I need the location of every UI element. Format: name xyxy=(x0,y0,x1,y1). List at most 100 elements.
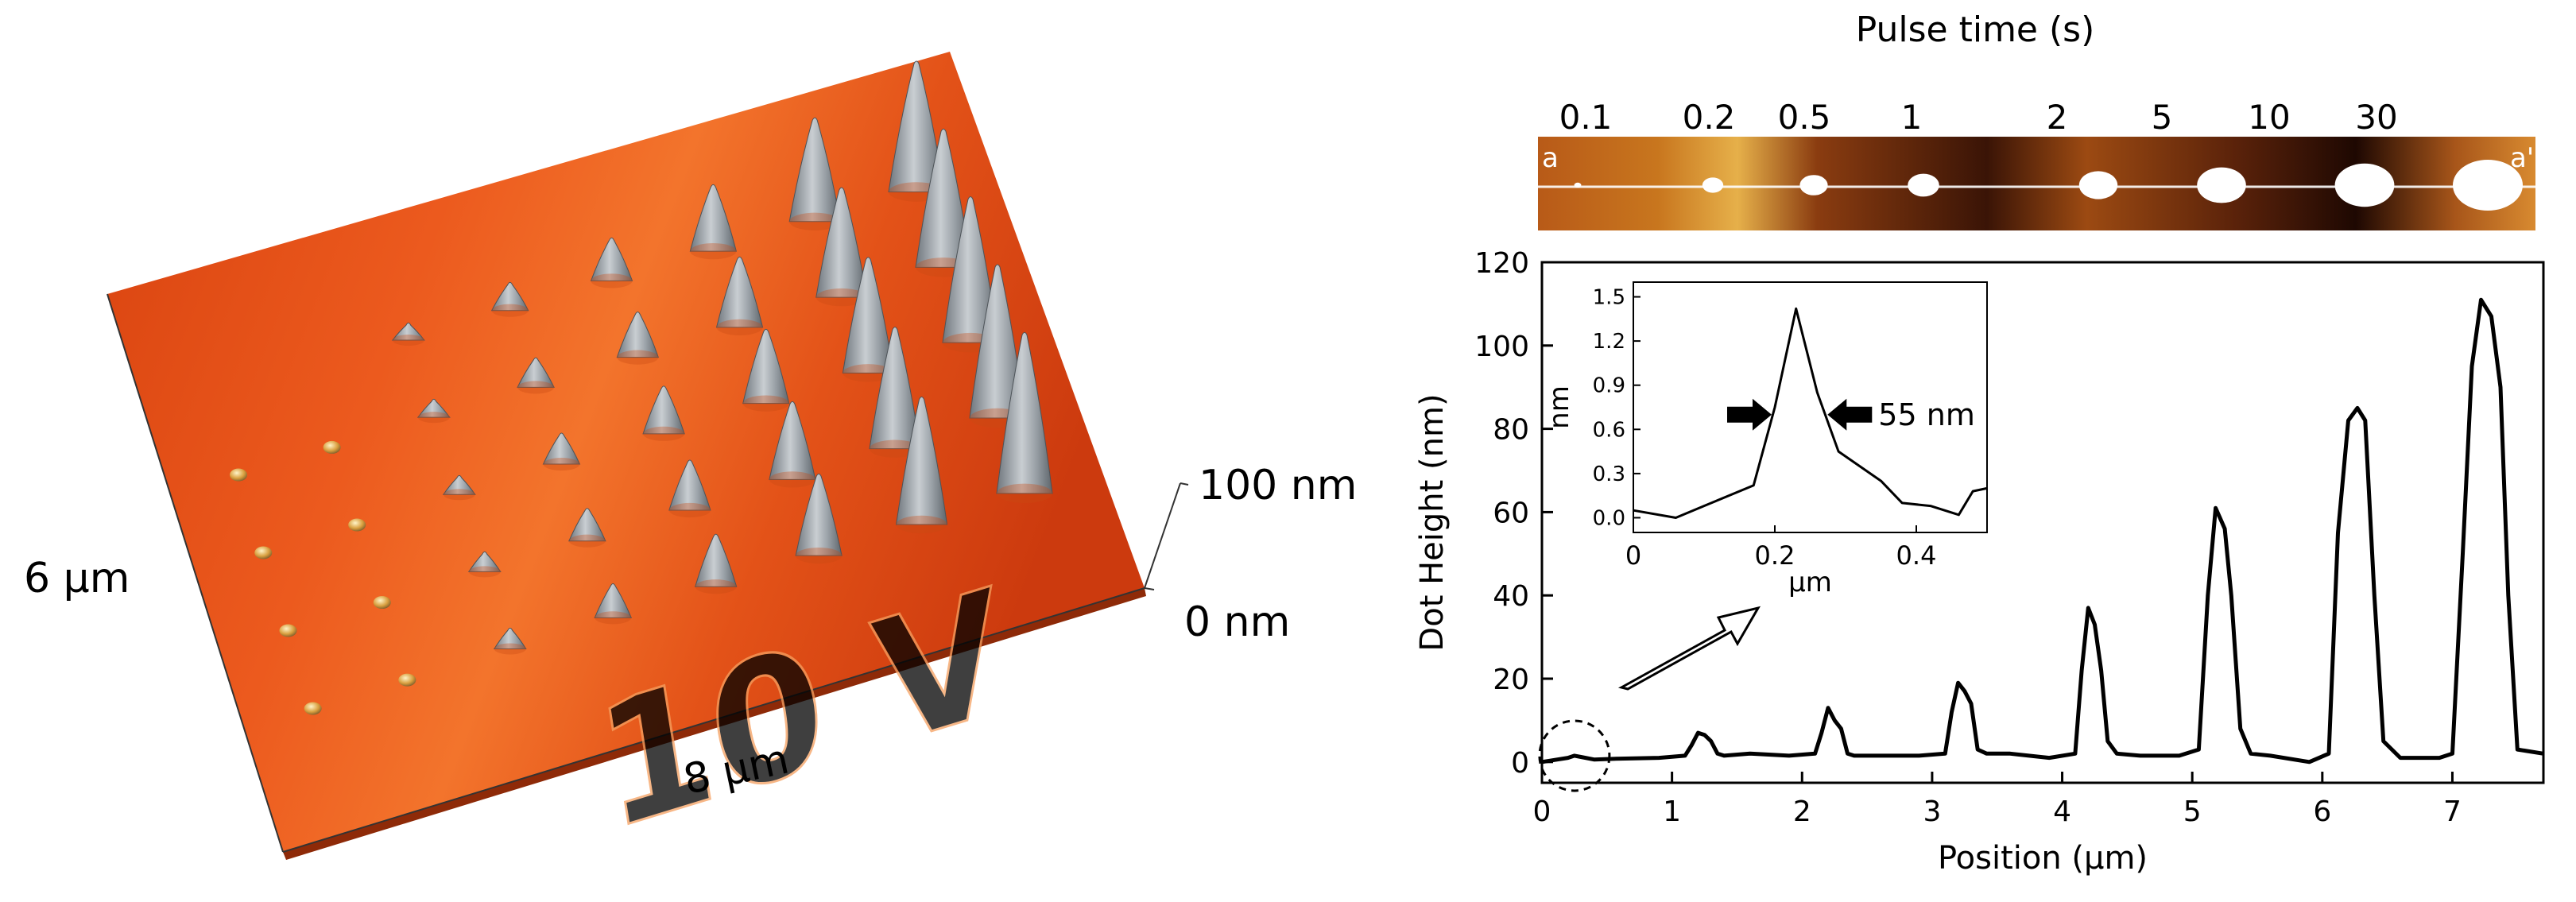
spike-shadow-2-4 xyxy=(494,643,526,655)
pulse-time-title: Pulse time (s) xyxy=(1856,10,2095,50)
strip-dot-6 xyxy=(2334,163,2395,207)
spike-shadow-6-1 xyxy=(815,288,867,307)
spike-3-2 xyxy=(542,432,581,465)
strip-dots xyxy=(1574,160,2523,211)
spike-shadow-4-3 xyxy=(668,502,711,518)
spike-shadow-6-2 xyxy=(843,364,894,382)
spike-3-0 xyxy=(490,281,529,312)
spike-shadow-5-0 xyxy=(690,242,737,260)
spike-shadow-2-0 xyxy=(392,335,424,346)
spike-5-4 xyxy=(795,473,843,556)
spike-shadow-6-4 xyxy=(896,515,947,534)
y-tick-label-5: 100 xyxy=(1474,331,1529,363)
edge-line-y xyxy=(107,293,284,853)
inset-y-tick-label-2: 0.6 xyxy=(1593,418,1625,442)
spike-shadow-4-2 xyxy=(643,426,685,441)
fwhm-annotation: 55 nm xyxy=(1878,397,1975,432)
spike-shadow-6-0 xyxy=(789,212,841,230)
x-tick-label-6: 6 xyxy=(2313,796,2331,828)
spike-2-1 xyxy=(416,398,451,418)
dot-bump-0-4 xyxy=(304,702,322,715)
pulse-time-label-5: 5 xyxy=(2152,98,2173,137)
spike-6-0 xyxy=(788,117,841,223)
y-tick-label-2: 40 xyxy=(1493,580,1529,613)
strip-dot-0 xyxy=(1574,182,1582,188)
spike-shadow-3-4 xyxy=(595,611,632,625)
spike-6-2 xyxy=(842,257,894,374)
spike-shadow-4-1 xyxy=(617,350,659,365)
zoom-arrow-icon xyxy=(1617,606,1761,691)
spike-shadow-4-4 xyxy=(695,579,737,594)
fwhm-arrow-right-icon xyxy=(1827,398,1873,431)
strip-dot-5 xyxy=(2197,167,2246,203)
dot-bump-1-3 xyxy=(373,596,391,610)
spike-4-2 xyxy=(642,385,685,435)
x-tick-label-1: 1 xyxy=(1663,796,1681,828)
inset-chart: 0 0.2 0.4 0.0 0.3 0.6 0.9 1.2 1.5 μm nm 55 nm xyxy=(1544,281,1988,598)
zoom-circle xyxy=(1538,719,1611,792)
spike-6-1 xyxy=(815,187,868,298)
strip-marker-a-prime: a' xyxy=(2510,142,2534,174)
y-tick-label-1: 20 xyxy=(1493,664,1529,696)
spike-shadow-5-2 xyxy=(742,395,789,412)
afm-z-top-label: 100 nm xyxy=(1199,462,1357,509)
spike-6-3 xyxy=(869,327,921,450)
spike-3-1 xyxy=(517,357,555,388)
spike-shadow-6-3 xyxy=(869,439,920,458)
afm-z-bottom-label: 0 nm xyxy=(1184,598,1290,646)
fwhm-arrows xyxy=(1727,398,1873,431)
spike-shadow-7-4 xyxy=(997,483,1053,504)
main-axis-ticks: 0 1 2 3 4 5 6 7 0 20 40 60 80 100 120 xyxy=(1474,247,2462,828)
strip-dot-1 xyxy=(1702,177,1724,193)
spike-5-2 xyxy=(742,328,790,405)
spike-shadow-2-1 xyxy=(417,412,450,424)
afm-y-size-label: 6 μm xyxy=(24,555,130,602)
surface-front-edge xyxy=(283,588,1146,860)
spike-2-3 xyxy=(467,551,502,572)
spike-shadow-5-4 xyxy=(796,547,843,564)
surface-top xyxy=(107,52,1145,852)
spike-shadow-2-3 xyxy=(468,566,501,578)
spike-shadow-3-0 xyxy=(491,304,529,317)
spike-4-0 xyxy=(590,237,633,281)
pulse-time-label-3: 1 xyxy=(1901,98,1923,137)
spike-5-1 xyxy=(715,256,764,328)
spike-shadow-5-3 xyxy=(769,471,815,488)
x-tick-label-5: 5 xyxy=(2183,796,2202,828)
x-tick-label-2: 2 xyxy=(1793,796,1811,828)
spike-2-2 xyxy=(442,474,476,495)
dot-bump-1-1 xyxy=(323,440,341,454)
spike-7-3 xyxy=(969,264,1026,419)
inset-axis-ticks: 0 0.2 0.4 0.0 0.3 0.6 0.9 1.2 1.5 xyxy=(1593,286,1937,571)
inset-y-tick-label-4: 1.2 xyxy=(1593,330,1625,354)
inset-x-tick-label-2: 0.4 xyxy=(1896,540,1937,571)
strip-dot-7 xyxy=(2453,160,2523,211)
main-x-axis-label: Position (μm) xyxy=(1938,840,2148,877)
main-y-axis-label: Dot Height (nm) xyxy=(1414,393,1451,651)
spike-7-1 xyxy=(915,128,972,268)
spike-shadow-5-1 xyxy=(716,319,763,336)
spike-6-4 xyxy=(895,396,948,525)
x-tick-label-0: 0 xyxy=(1533,796,1551,828)
y-tick-label-0: 0 xyxy=(1511,747,1529,780)
series-line-profile xyxy=(1541,297,2544,765)
pulse-time-label-4: 2 xyxy=(2047,98,2068,137)
spike-5-3 xyxy=(769,401,816,480)
dot-bump-0-1 xyxy=(230,468,248,482)
pulse-time-label-2: 0.5 xyxy=(1778,98,1831,137)
pulse-time-labels: 0.1 0.2 0.5 1 2 5 10 30 xyxy=(1559,98,2398,137)
spike-3-3 xyxy=(568,508,606,542)
spike-5-0 xyxy=(689,184,738,252)
pulse-time-label-0: 0.1 xyxy=(1559,98,1613,137)
spike-shadow-2-2 xyxy=(443,489,475,501)
strip-marker-a: a xyxy=(1542,142,1559,174)
strip-dot-3 xyxy=(1908,173,1939,197)
strip-dot-2 xyxy=(1799,175,1828,195)
spike-2-0 xyxy=(391,322,425,341)
afm-line-strip: Pulse time (s) 0.1 0.2 0.5 1 2 5 10 30 a a' xyxy=(1538,10,2535,230)
y-tick-label-3: 60 xyxy=(1493,497,1529,529)
pulse-time-label-1: 0.2 xyxy=(1683,98,1736,137)
inset-y-tick-label-0: 0.0 xyxy=(1593,506,1625,530)
x-tick-label-3: 3 xyxy=(1923,796,1941,828)
